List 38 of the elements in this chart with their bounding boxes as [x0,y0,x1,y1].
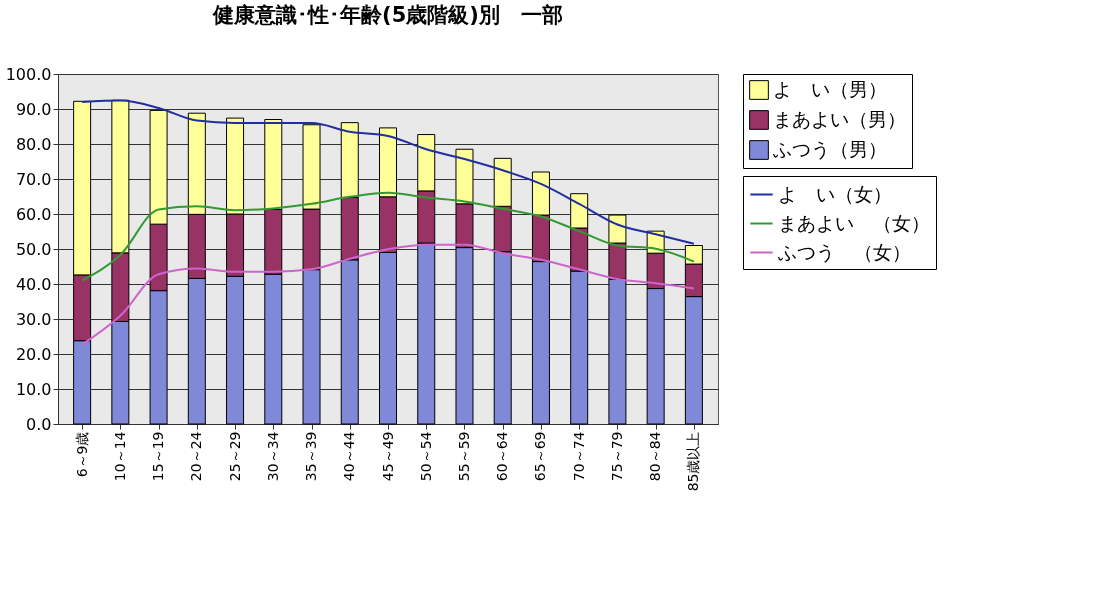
x-tick-label: 6～9歳 [73,431,90,478]
x-tick-label: 60～64 [494,431,511,482]
y-tick-label: 50.0 [15,239,52,259]
legend-label: ふつう（男） [772,138,887,160]
y-tick-label: 70.0 [15,169,52,189]
y-tick-label: 10.0 [15,379,52,399]
legend-label: まあよい （女） [778,211,930,234]
y-tick-label: 90.0 [15,99,52,119]
y-tick-label: 100.0 [5,64,52,84]
legend-label: よ い（女） [778,182,892,205]
line-series [81,243,695,346]
legend-label: よ い（男） [773,78,887,100]
x-tick-label: 15～19 [150,431,167,482]
y-tick-label: 20.0 [15,344,52,364]
x-tick-label: 10～14 [111,431,128,482]
x-tick-label: 70～74 [570,431,587,482]
x-tick-label: 30～34 [264,431,281,482]
y-tick-label: 30.0 [15,309,52,329]
y-tick-label: 60.0 [15,204,52,224]
x-tick-label: 75～79 [608,431,625,482]
x-tick-label: 55～59 [455,431,472,482]
x-tick-label: 25～29 [226,431,243,482]
y-tick-label: 40.0 [15,274,52,294]
x-tick-label: 85歳以上 [685,431,702,492]
chart-title: 健康意識･性･年齢(5歳階級)別 一部 [212,3,563,27]
x-tick-label: 20～24 [188,431,205,482]
x-tick-label: 50～54 [417,431,434,482]
x-tick-label: 65～69 [532,431,549,482]
x-tick-label: 35～39 [303,431,320,482]
line-series [81,99,695,245]
x-tick-label: 80～84 [647,431,664,482]
x-tick-label: 45～49 [379,431,396,482]
x-tick-label: 40～44 [341,431,358,482]
legend-label: ふつう （女） [777,240,911,263]
y-tick-label: 0.0 [26,414,52,434]
y-tick-label: 80.0 [15,134,52,154]
legend-label: まあよい（男） [773,108,906,130]
line-series [81,191,695,282]
